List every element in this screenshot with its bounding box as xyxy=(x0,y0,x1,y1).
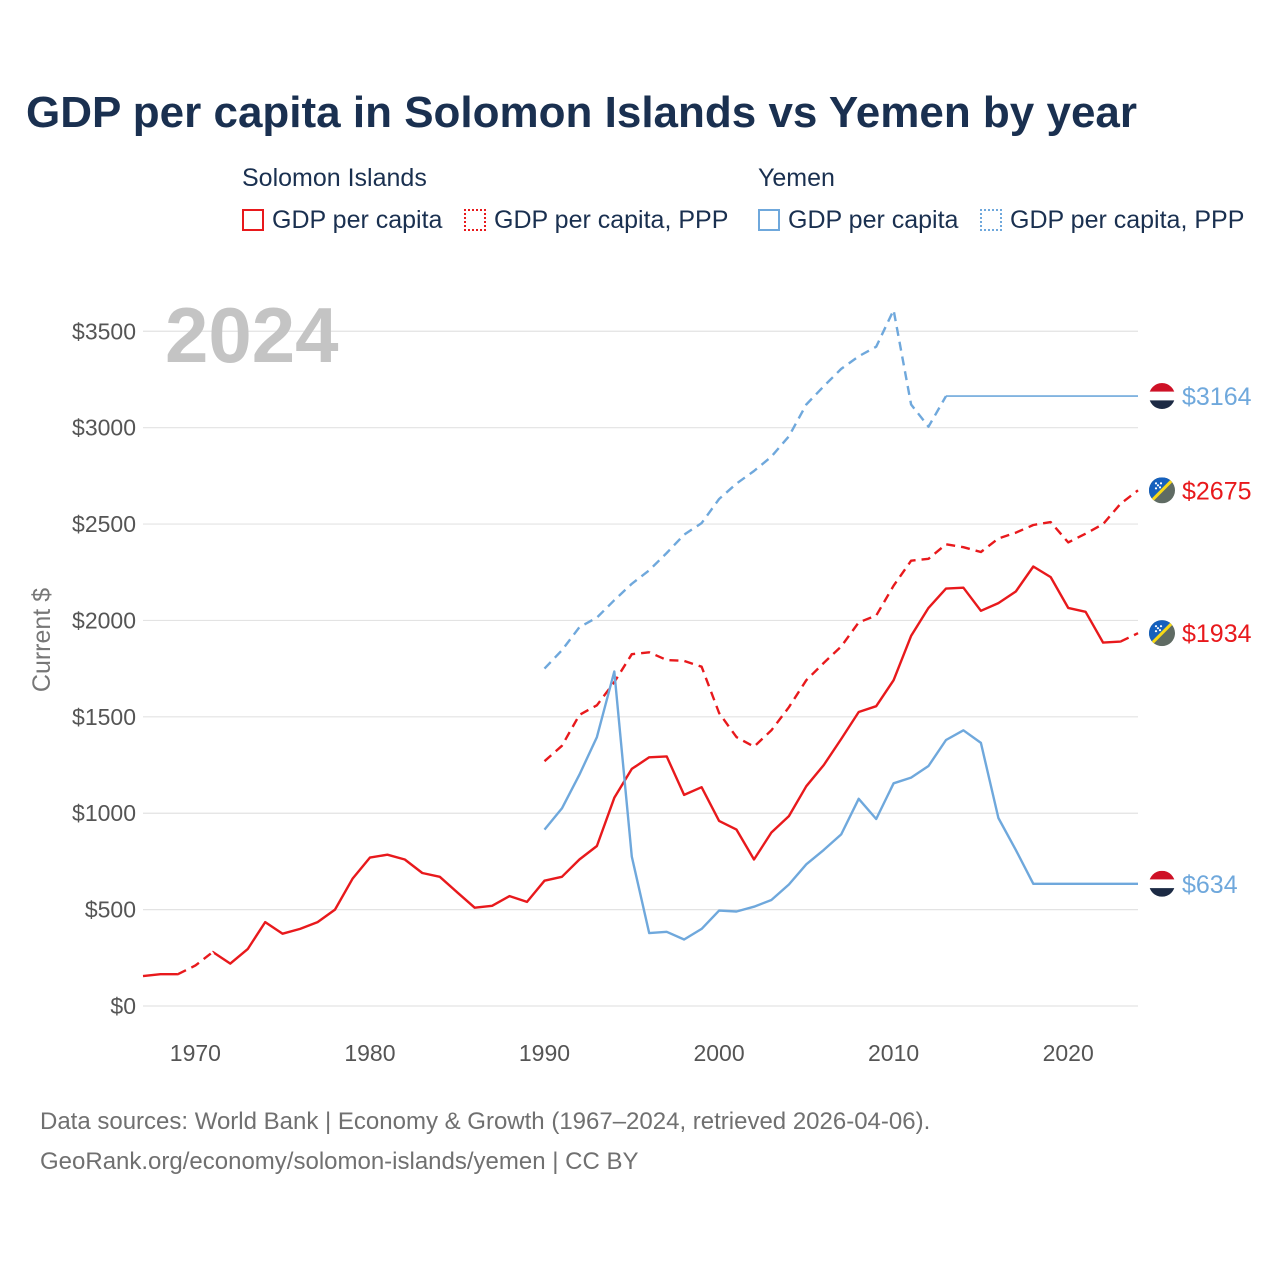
line-chart: $0 $500 $1000 $1500 $2000 $2500 $3000 $3500 197… xyxy=(28,291,1252,1066)
end-value-label-solomon-ppp: $2675 xyxy=(1182,477,1252,505)
flag-icon-yemen-3 xyxy=(1149,383,1175,410)
legend-label-yemen-ppp: GDP per capita, PPP xyxy=(1010,205,1245,234)
legend-swatch-solomon-ppp xyxy=(464,209,486,231)
legend-swatch-solomon-gdp xyxy=(242,209,264,231)
legend-swatch-yemen-ppp xyxy=(980,209,1002,231)
legend-item-yemen-ppp[interactable]: GDP per capita, PPP xyxy=(980,204,1244,236)
y-axis-title: Current $ xyxy=(28,588,56,692)
series-line-solomon-ppp[interactable] xyxy=(543,489,1139,763)
series-line-yemen-ppp[interactable] xyxy=(543,308,948,670)
y-tick-label-2500: $2500 xyxy=(72,511,136,537)
legend-group-yemen: Yemen xyxy=(758,164,835,192)
y-tick-label-2000: $2000 xyxy=(72,607,136,633)
series-line-solomon-gdp[interactable] xyxy=(142,565,1139,978)
flag-icon-solomon-islands-1 xyxy=(1149,477,1175,504)
series-dashed-segment-solomon-gdp-1 xyxy=(1119,632,1139,643)
legend-item-solomon-ppp[interactable]: GDP per capita, PPP xyxy=(464,204,728,236)
y-tick-label-500: $500 xyxy=(85,897,136,923)
series-lines xyxy=(142,308,1139,978)
y-tick-label-1500: $1500 xyxy=(72,704,136,730)
end-value-label-yemen-ppp: $3164 xyxy=(1182,383,1252,411)
end-markers: $1934 $2675 $634 $3164 xyxy=(1149,383,1252,899)
footer-url[interactable]: GeoRank.org/economy/solomon-islands/yeme… xyxy=(40,1148,639,1175)
end-value-label-yemen-gdp: $634 xyxy=(1182,871,1238,899)
grid-lines xyxy=(143,330,1138,1007)
legend-label-solomon-gdp: GDP per capita xyxy=(272,205,443,234)
flag-icon-solomon-islands-0 xyxy=(1149,620,1175,647)
legend-item-solomon-gdp[interactable]: GDP per capita xyxy=(242,204,442,236)
x-tick-label-1980: 1980 xyxy=(344,1040,395,1066)
end-value-label-solomon-gdp: $1934 xyxy=(1182,620,1252,648)
series-line-yemen-gdp[interactable] xyxy=(543,670,1139,941)
y-tick-label-3000: $3000 xyxy=(72,415,136,441)
series-dashed-segment-solomon-gdp-0 xyxy=(177,951,214,976)
x-tick-label-1970: 1970 xyxy=(170,1040,221,1066)
legend-label-yemen-gdp: GDP per capita xyxy=(788,205,959,234)
flag-icon-yemen-2 xyxy=(1149,870,1175,897)
y-tick-label-3500: $3500 xyxy=(72,318,136,344)
x-tick-label-2020: 2020 xyxy=(1043,1040,1094,1066)
x-tick-label-2000: 2000 xyxy=(693,1040,744,1066)
y-axis-ticks: $0 $500 $1000 $1500 $2000 $2500 $3000 $3500 xyxy=(72,318,136,1019)
legend-label-solomon-ppp: GDP per capita, PPP xyxy=(494,205,729,234)
y-tick-label-0: $0 xyxy=(110,993,136,1019)
year-label: 2024 xyxy=(165,291,339,379)
legend-swatch-yemen-gdp xyxy=(758,209,780,231)
x-axis-ticks: 1970 1980 1990 2000 2010 2020 xyxy=(170,1040,1094,1066)
legend-item-yemen-gdp[interactable]: GDP per capita xyxy=(758,204,958,236)
y-tick-label-1000: $1000 xyxy=(72,800,136,826)
x-tick-label-1990: 1990 xyxy=(519,1040,570,1066)
chart-title: GDP per capita in Solomon Islands vs Yem… xyxy=(26,88,1138,137)
legend-group-solomon-islands: Solomon Islands xyxy=(242,164,427,192)
x-tick-label-2010: 2010 xyxy=(868,1040,919,1066)
footer-source: Data sources: World Bank | Economy & Gro… xyxy=(40,1108,931,1135)
